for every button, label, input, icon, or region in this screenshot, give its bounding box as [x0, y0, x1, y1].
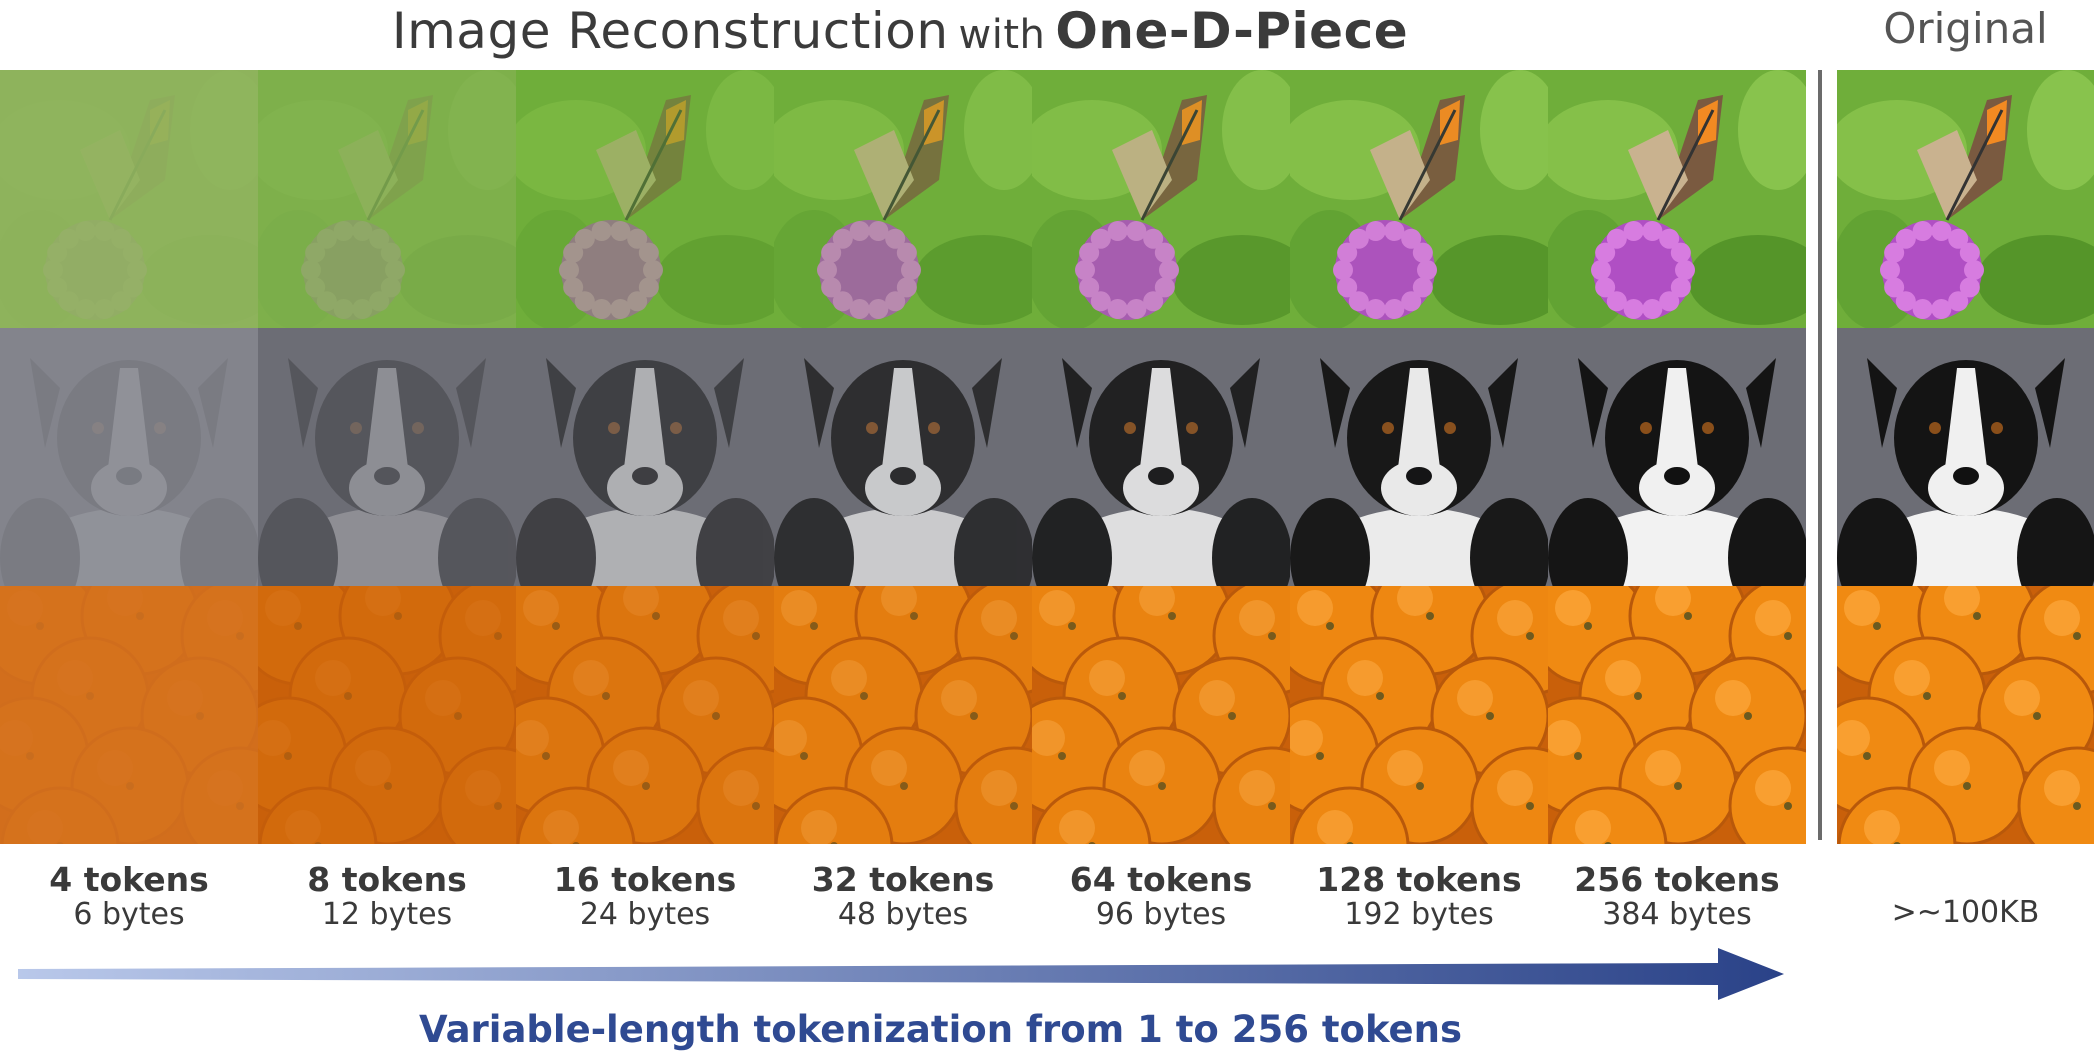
title-model-name: One-D-Piece [1055, 2, 1409, 60]
oranges-reconstruction-0 [0, 586, 258, 844]
token-label: 8 tokens 12 bytes [258, 862, 516, 932]
dog-reconstruction-3 [774, 328, 1032, 586]
dog-reconstruction-6 [1548, 328, 1806, 586]
dog-reconstruction-1 [258, 328, 516, 586]
token-label: 128 tokens 192 bytes [1290, 862, 1548, 932]
token-count: 4 tokens [49, 860, 209, 899]
token-count: 16 tokens [553, 860, 737, 899]
butterfly-reconstruction-5 [1290, 70, 1548, 328]
page-title: Image Reconstruction with One-D-Piece [0, 0, 1800, 62]
butterfly-reconstruction-2 [516, 70, 774, 328]
caption: Variable-length tokenization from 1 to 2… [418, 1008, 1463, 1051]
oranges-reconstruction-2 [516, 586, 774, 844]
butterfly-reconstruction-4 [1032, 70, 1290, 328]
original-butterfly-image [1837, 70, 2094, 328]
token-count: 64 tokens [1069, 860, 1253, 899]
token-label: 4 tokens 6 bytes [0, 862, 258, 932]
oranges-reconstruction-4 [1032, 586, 1290, 844]
oranges-reconstruction-1 [258, 586, 516, 844]
token-label: 256 tokens 384 bytes [1548, 862, 1806, 932]
original-separator [1818, 70, 1822, 840]
progress-arrow [18, 948, 1784, 1000]
butterfly-reconstruction-1 [258, 70, 516, 328]
token-label: 64 tokens 96 bytes [1032, 862, 1290, 932]
oranges-reconstruction-3 [774, 586, 1032, 844]
byte-size: 96 bytes [1095, 897, 1227, 932]
byte-size: 384 bytes [1602, 897, 1752, 932]
byte-size: 48 bytes [837, 897, 969, 932]
original-heading: Original [1883, 4, 2048, 53]
dog-reconstruction-4 [1032, 328, 1290, 586]
dog-reconstruction-2 [516, 328, 774, 586]
token-count: 128 tokens [1316, 860, 1522, 899]
token-count: 32 tokens [811, 860, 995, 899]
byte-size: 24 bytes [579, 897, 711, 932]
byte-size: 192 bytes [1344, 897, 1494, 932]
token-count: 256 tokens [1574, 860, 1780, 899]
token-label: 32 tokens 48 bytes [774, 862, 1032, 932]
token-label: 16 tokens 24 bytes [516, 862, 774, 932]
title-connector: with [958, 12, 1046, 58]
butterfly-reconstruction-3 [774, 70, 1032, 328]
oranges-reconstruction-6 [1548, 586, 1806, 844]
byte-size: 12 bytes [321, 897, 453, 932]
dog-reconstruction-0 [0, 328, 258, 586]
token-count: 8 tokens [307, 860, 467, 899]
butterfly-reconstruction-6 [1548, 70, 1806, 328]
original-oranges-image [1837, 586, 2094, 844]
title-prefix: Image Reconstruction [391, 2, 949, 60]
original-size-label: >~100KB [1891, 895, 2040, 930]
butterfly-reconstruction-0 [0, 70, 258, 328]
dog-reconstruction-5 [1290, 328, 1548, 586]
oranges-reconstruction-5 [1290, 586, 1548, 844]
byte-size: 6 bytes [73, 897, 185, 932]
original-dog-image [1837, 328, 2094, 586]
